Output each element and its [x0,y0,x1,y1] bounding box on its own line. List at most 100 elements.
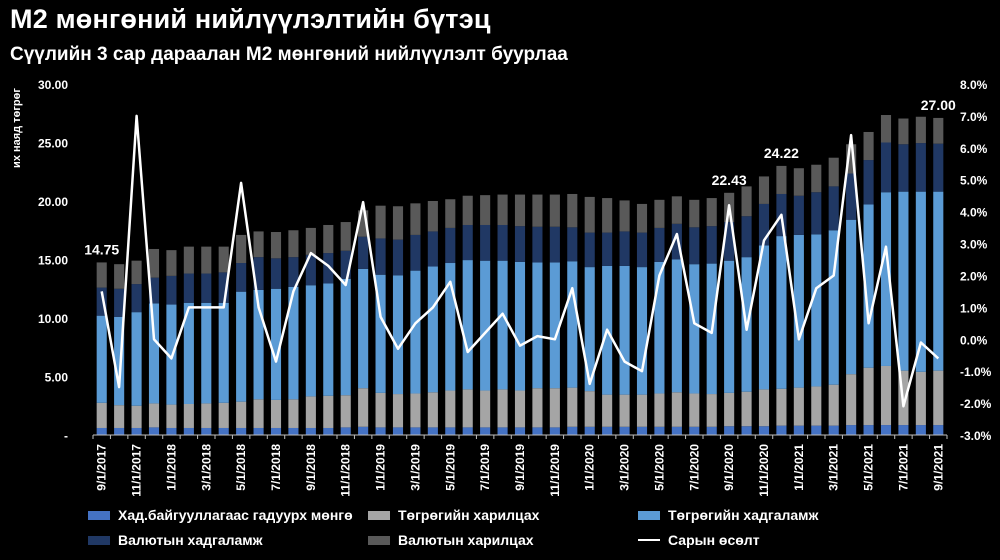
bar-segment-0 [253,427,264,435]
bar-segment-1 [218,402,229,428]
bar-segment-4 [305,227,316,255]
bar-segment-1 [619,394,630,427]
bar-segment-3 [288,257,299,287]
y2-tick-label: -1.0% [960,365,992,379]
bar-segment-1 [427,392,438,428]
bar-segment-2 [480,260,491,391]
bar-segment-2 [654,261,665,394]
x-tick-label: 3/1/2018 [199,444,213,491]
bar-segment-1 [201,403,212,428]
bar-segment-4 [497,194,508,225]
bar-segment-4 [410,203,421,235]
bar-segment-4 [445,199,456,228]
bar-segment-1 [689,393,700,427]
bar-segment-0 [776,425,787,435]
bar-segment-0 [514,427,526,435]
bar-segment-0 [358,426,369,435]
bar-segment-3 [898,144,909,192]
bar-segment-2 [811,234,822,387]
bar-segment-1 [549,388,560,428]
bar-segment-2 [863,204,874,368]
y-tick-label: 25.00 [38,137,68,151]
bar-segment-3 [358,236,369,269]
bar-segment-4 [288,230,299,258]
bar-segment-0 [375,427,386,435]
bar-segment-1 [654,393,665,427]
bar-segment-4 [706,198,717,227]
x-tick-label: 7/1/2020 [687,444,701,491]
bar-segment-4 [549,194,560,227]
bar-segment-0 [323,427,334,435]
bar-segment-0 [863,425,874,435]
x-tick-label: 1/1/2020 [583,444,597,491]
bar-segment-1 [358,388,369,427]
bar-segment-3 [253,257,264,290]
bar-segment-3 [636,232,648,268]
bar-segment-2 [689,264,700,394]
bar-segment-3 [514,226,526,262]
legend-swatch-fx-current [368,535,390,545]
bar-segment-4 [270,232,282,259]
bar-segment-0 [793,425,804,435]
bar-segment-1 [462,389,473,428]
bar-segment-4 [131,260,142,285]
bar-segment-1 [532,388,543,428]
legend-item-fx-deposit: Валютын хадгаламж [88,532,263,548]
bar-segment-4 [148,248,160,278]
bar-segment-1 [323,395,334,428]
bar-segment-3 [706,226,717,264]
bar-segment-3 [270,258,282,289]
bar-segment-2 [549,262,560,389]
bar-segment-4 [846,144,857,174]
y2-tick-label: 5.0% [960,174,988,188]
bar-segment-4 [532,194,543,227]
y2-tick-label: 3.0% [960,238,988,252]
bar-segment-3 [671,223,682,260]
bar-segment-2 [567,261,578,388]
bar-segment-1 [148,403,160,428]
bar-segment-1 [96,402,107,428]
bar-segment-3 [96,287,107,316]
x-tick-label: 9/1/2019 [513,444,527,491]
bar-segment-2 [671,259,682,393]
y-axis-title: их наяд төгрөг [11,88,23,168]
bar-segment-0 [654,426,665,435]
legend-label-mnt-current: Төгрөгийн харилцах [398,507,540,523]
x-tick-label: 11/1/2018 [339,444,353,497]
bar-segment-3 [410,234,421,271]
bar-segment-1 [288,399,299,428]
bar-segment-1 [793,387,804,426]
bar-segment-3 [880,142,892,193]
bar-segment-0 [218,427,229,435]
bar-segment-0 [915,425,926,435]
bar-segment-1 [602,394,613,427]
bar-segment-2 [880,192,892,366]
bar-segment-1 [410,393,421,428]
y2-tick-label: 0.0% [960,333,988,347]
bar-segment-3 [724,222,735,261]
bar-segment-4 [567,193,578,228]
bar-segment-2 [793,234,804,388]
bar-segment-2 [532,262,543,389]
bar-segment-0 [706,426,717,435]
bar-segment-0 [148,427,160,435]
x-tick-label: 3/1/2021 [827,444,841,491]
x-tick-label: 7/1/2019 [478,444,492,491]
legend-item-monthly-growth: Сарын өсөлт [638,532,760,548]
bar-segment-2 [236,291,247,402]
bar-segment-2 [636,267,648,395]
bar-segment-0 [497,427,508,435]
bar-segment-2 [148,303,160,404]
bar-segment-4 [358,210,369,237]
bar-segment-4 [619,200,630,232]
bar-segment-3 [549,226,560,263]
bar-segment-3 [183,273,194,303]
bar-segment-4 [880,115,892,143]
bar-segment-3 [793,195,804,235]
bar-segment-1 [514,390,526,428]
bar-segment-3 [933,143,944,192]
bar-segment-2 [131,312,142,406]
bar-segment-4 [392,206,404,240]
x-tick-label: 5/1/2020 [652,444,666,491]
bar-segment-0 [445,427,456,435]
